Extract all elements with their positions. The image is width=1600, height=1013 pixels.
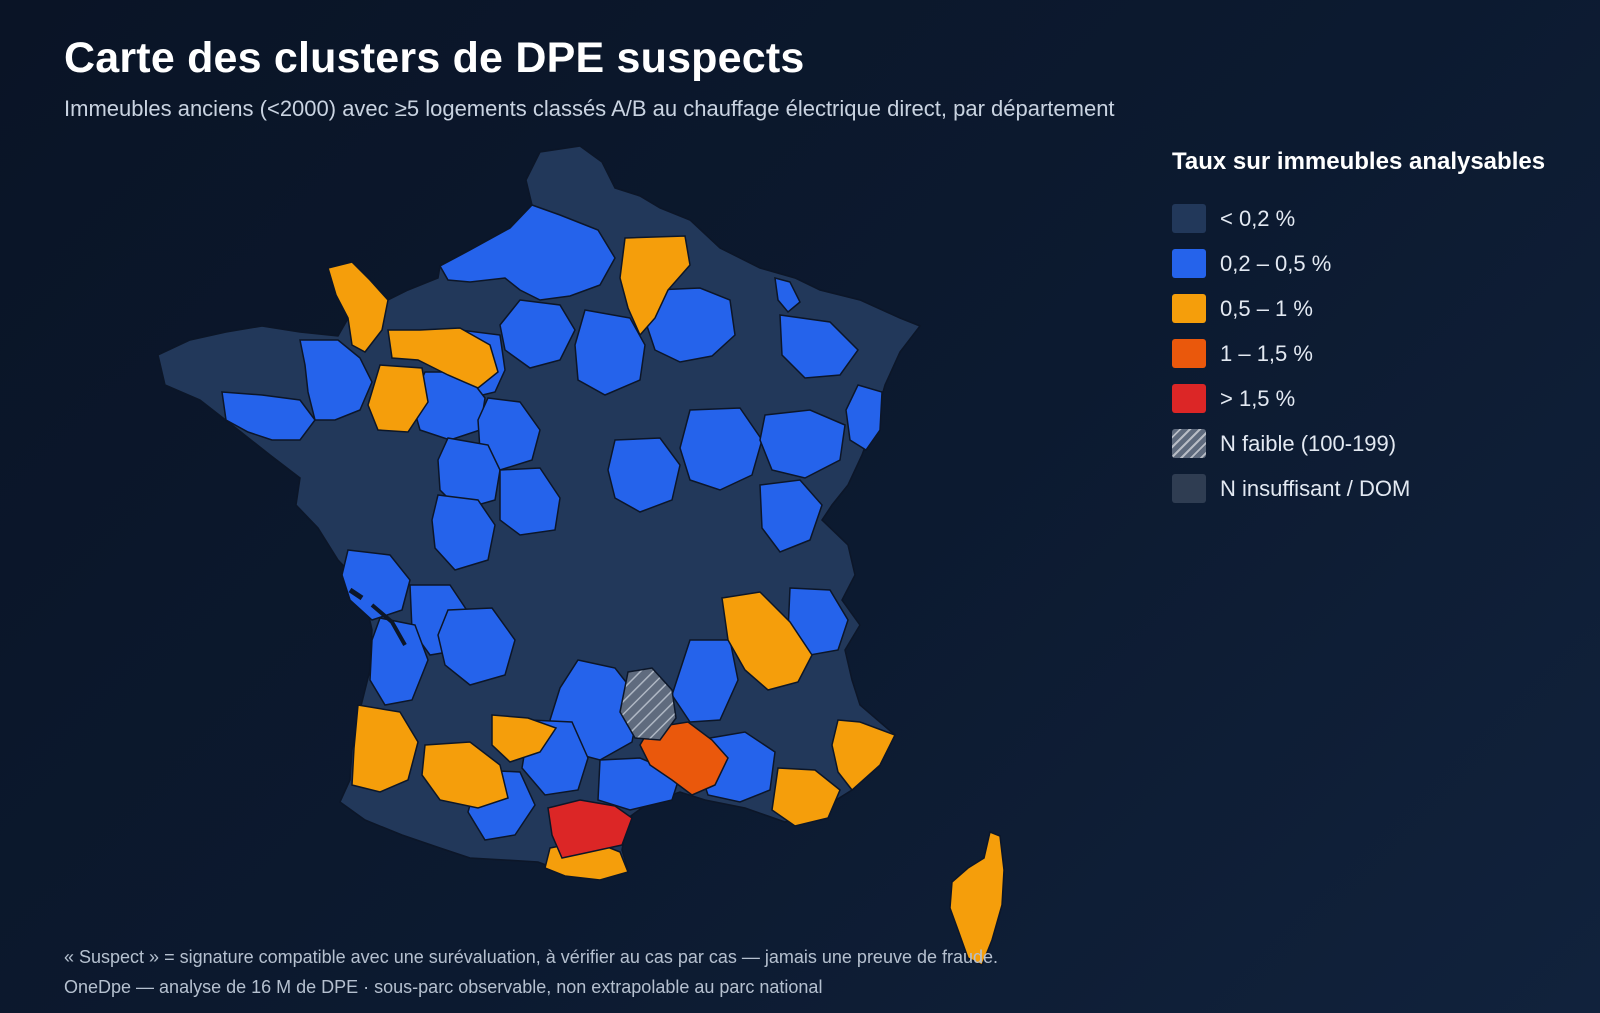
dept-calvados-orne <box>387 327 499 389</box>
dept-lot-garonne <box>491 714 558 763</box>
legend-title: Taux sur immeubles analysables <box>1172 148 1546 175</box>
dept-charente-maritime <box>369 617 429 706</box>
dept-nord-ouest-picardie <box>438 204 616 301</box>
legend-label: < 0,2 % <box>1220 205 1296 231</box>
dept-sarthe-mayenne <box>299 339 373 421</box>
page-title: Carte des clusters de DPE suspects <box>64 34 805 82</box>
arcachon-bay <box>348 587 364 601</box>
dept-gironde-lot <box>421 741 509 809</box>
legend-label: > 1,5 % <box>1220 385 1296 411</box>
dept-haute-vienne-correze <box>437 607 516 686</box>
dept-vienne <box>431 494 496 571</box>
legend-swatch-gt-1-5 <box>1172 384 1206 413</box>
dept-moselle <box>779 314 859 379</box>
dept-vendee <box>341 549 411 621</box>
class-0-5-1 <box>327 235 1005 967</box>
dept-aisne <box>619 235 691 337</box>
dept-aude <box>547 799 633 859</box>
footer: « Suspect » = signature compatible avec … <box>64 942 998 1002</box>
dept-cote-or <box>679 407 763 491</box>
dept-bretagne-sud <box>221 391 316 441</box>
dept-doubs-haute-saone <box>759 409 846 479</box>
legend-item-n-faible: N faible (100-199) <box>1172 421 1592 466</box>
footer-source: OneDpe — analyse de 16 M de DPE · sous-p… <box>64 977 823 997</box>
legend-swatch-lt-0-2 <box>1172 204 1206 233</box>
dept-nievre-saone <box>607 437 681 513</box>
dept-marne <box>644 287 736 363</box>
legend: Taux sur immeubles analysables < 0,2 % 0… <box>1172 148 1592 511</box>
legend-swatch-1-1-5 <box>1172 339 1206 368</box>
legend-item-gt-1-5: > 1,5 % <box>1172 376 1592 421</box>
legend-label: N faible (100-199) <box>1220 430 1397 456</box>
dept-loir-cher <box>477 397 541 471</box>
legend-swatch-n-insuffisant <box>1172 474 1206 503</box>
dept-ardennes <box>774 276 801 314</box>
dept-ain-jura <box>759 479 823 553</box>
dept-var <box>771 767 841 827</box>
legend-swatch-n-faible <box>1172 429 1206 458</box>
dept-manche <box>327 261 389 353</box>
dept-gard <box>639 721 729 796</box>
dept-alpes-maritimes <box>831 719 897 792</box>
footer-note: « Suspect » = signature compatible avec … <box>64 947 999 967</box>
page-subtitle: Immeubles anciens (<2000) avec ≥5 logeme… <box>64 96 1115 121</box>
legend-swatch-0-2-0-5 <box>1172 249 1206 278</box>
dept-alsace <box>845 384 883 452</box>
legend-label: N insuffisant / DOM <box>1220 475 1411 501</box>
legend-item-0-2-0-5: 0,2 – 0,5 % <box>1172 241 1592 286</box>
gironde-estuary <box>370 603 407 646</box>
legend-item-0-5-1: 0,5 – 1 % <box>1172 286 1592 331</box>
legend-label: 1 – 1,5 % <box>1220 340 1313 366</box>
dept-yonne-loiret <box>574 309 646 396</box>
legend-label: 0,5 – 1 % <box>1220 295 1313 321</box>
dept-haute-savoie-rhone <box>721 591 813 691</box>
dept-corse <box>949 830 1005 967</box>
dept-cher-creuse <box>499 467 561 536</box>
legend-swatch-0-5-1 <box>1172 294 1206 323</box>
legend-item-n-insuffisant: N insuffisant / DOM <box>1172 466 1592 511</box>
dept-mayenne <box>367 364 429 433</box>
legend-item-lt-0-2: < 0,2 % <box>1172 196 1592 241</box>
legend-item-1-1-5: 1 – 1,5 % <box>1172 331 1592 376</box>
legend-label: 0,2 – 0,5 % <box>1220 250 1332 276</box>
dept-lozere <box>619 667 677 741</box>
dept-landes <box>351 704 419 793</box>
dept-paris-ouest <box>499 299 576 369</box>
